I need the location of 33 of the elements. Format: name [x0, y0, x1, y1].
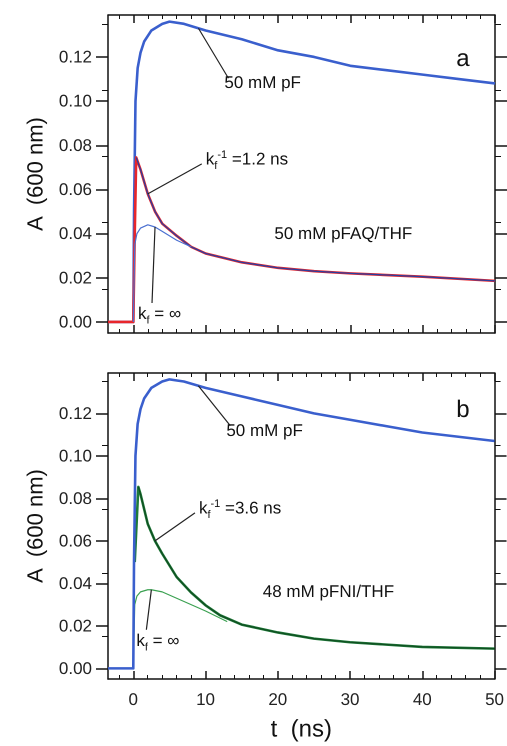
x-tick-label: 50: [485, 690, 504, 709]
y-tick-label: 0.06: [58, 180, 92, 199]
annotation: k$_{f}$$^{-1}$ =1.2 ns: [206, 148, 288, 172]
y-tick-label: 0.08: [58, 136, 92, 155]
x-tick-label: 10: [196, 690, 215, 709]
annotation: 50 mM pFAQ/THF: [274, 224, 412, 243]
x-tick-label: 0: [128, 690, 138, 709]
x-tick-label: 40: [412, 690, 432, 709]
y-tick-label: 0.08: [58, 488, 92, 508]
y-tick-label: 0.06: [58, 531, 92, 550]
y-tick-label: 0.10: [58, 92, 92, 111]
y-tick-label: 0.02: [58, 616, 92, 636]
annotation: k$_{f}$$^{-1}$ =3.6 ns: [198, 498, 282, 521]
y-tick-label: 0.00: [58, 312, 92, 332]
annotation: 50 mM pF: [224, 73, 301, 92]
annotation: 50 mM pF: [226, 420, 303, 440]
y-tick-label: 0.04: [58, 224, 92, 244]
annotation: a: [456, 44, 470, 72]
y-tick-label: 0.10: [58, 446, 92, 466]
y-tick-label: 0.00: [58, 658, 92, 678]
x-tick-label: 20: [268, 690, 288, 709]
y-tick-label: 0.04: [58, 574, 92, 593]
y-axis-title: A (600 nm): [22, 469, 48, 583]
y-tick-label: 0.12: [58, 404, 92, 423]
y-tick-label: 0.12: [58, 47, 92, 66]
annotation: 48 mM pFNI/THF: [262, 582, 394, 602]
annotation: k$_{f}$ = ∞: [136, 630, 180, 654]
annotation: k$_{f}$ = ∞: [138, 304, 182, 326]
y-axis-title: A (600 nm): [22, 117, 48, 231]
annotation: b: [456, 396, 470, 423]
x-axis-title: t (ns): [270, 716, 332, 742]
y-tick-label: 0.02: [58, 268, 92, 288]
x-tick-label: 30: [340, 690, 360, 709]
